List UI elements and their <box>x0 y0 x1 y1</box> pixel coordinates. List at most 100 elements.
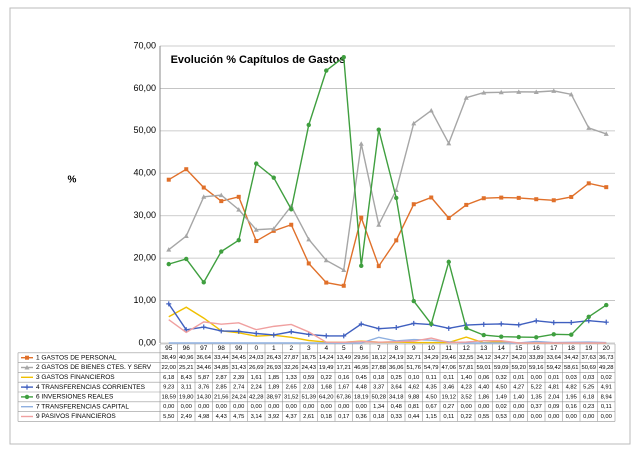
table-cell: 27,87 <box>284 355 299 361</box>
point <box>446 325 452 331</box>
table-cell: 0,11 <box>443 375 454 381</box>
table-cell: 8,94 <box>601 394 613 400</box>
table-cell: 24,24 <box>231 394 246 400</box>
table-cell: 59,16 <box>529 365 544 371</box>
table-cell: 6,18 <box>163 375 174 381</box>
table-cell: 5,22 <box>531 385 542 391</box>
table-cell: 0,00 <box>478 404 489 410</box>
table-cell: 0,00 <box>268 404 279 410</box>
table-cell: 1,33 <box>286 375 297 381</box>
y-tick-label: 10,00 <box>133 295 156 305</box>
point <box>271 228 276 233</box>
table-cell: 1,68 <box>321 385 332 391</box>
y-tick-label: 60,00 <box>133 83 156 93</box>
x-tick-label: 9 <box>412 345 416 352</box>
table-cell: 3,76 <box>198 385 209 391</box>
table-cell: 9,88 <box>408 394 419 400</box>
point <box>551 198 556 203</box>
table-cell: 0,00 <box>233 404 244 410</box>
point <box>341 267 347 272</box>
table-cell: 0,11 <box>601 404 612 410</box>
point <box>219 199 224 204</box>
table-cell: 8,43 <box>181 375 192 381</box>
point <box>464 202 469 207</box>
legend-label: 4 TRANSFERENCIAS CORRIENTES <box>36 384 146 391</box>
table-cell: 2,65 <box>286 385 297 391</box>
point <box>219 249 224 254</box>
table-cell: 5,25 <box>583 385 594 391</box>
table-cell: 4,62 <box>408 385 419 391</box>
x-tick-label: 17 <box>550 345 558 352</box>
table-cell: 49,28 <box>599 365 614 371</box>
table-cell: 34,18 <box>389 394 404 400</box>
table-cell: 26,43 <box>266 355 281 361</box>
table-cell: 0,00 <box>566 414 577 420</box>
table-cell: 0,03 <box>583 375 594 381</box>
table-cell: 0,27 <box>443 404 454 410</box>
point <box>446 216 451 221</box>
table-cell: 0,00 <box>513 414 524 420</box>
table-cell: 4,98 <box>198 414 209 420</box>
point <box>183 327 189 333</box>
table-cell: 40,96 <box>179 355 194 361</box>
point <box>429 321 434 327</box>
point <box>218 192 224 198</box>
table-cell: 27,88 <box>371 365 386 371</box>
table-cell: 18,19 <box>354 394 369 400</box>
x-tick-label: 2 <box>289 345 293 352</box>
table-cell: 36,73 <box>599 355 614 361</box>
table-cell: 0,23 <box>583 404 594 410</box>
table-cell: 0,00 <box>216 404 227 410</box>
x-tick-label: 16 <box>533 345 541 352</box>
table-cell: 32,26 <box>284 365 299 371</box>
table-cell: 0,11 <box>443 414 454 420</box>
table-cell: 33,64 <box>546 355 561 361</box>
point <box>166 247 172 252</box>
x-tick-label: 10 <box>428 345 436 352</box>
table-cell: 0,00 <box>163 404 174 410</box>
point <box>603 319 609 325</box>
point <box>306 122 311 128</box>
x-tick-label: 4 <box>324 345 328 352</box>
point <box>166 261 171 267</box>
y-tick-label: 70,00 <box>133 40 156 50</box>
point <box>586 318 592 324</box>
x-tick-label: 97 <box>200 345 208 352</box>
table-cell: 51,39 <box>301 394 316 400</box>
series-line <box>168 55 607 338</box>
point <box>323 333 329 339</box>
x-tick-label: 20 <box>603 345 611 352</box>
point <box>498 89 504 95</box>
table-cell: 31,52 <box>284 394 299 400</box>
point <box>603 131 609 136</box>
table-cell: 59,42 <box>546 365 561 371</box>
table-cell: 32,71 <box>406 355 421 361</box>
legend-marker <box>25 355 29 360</box>
table-cell: 0,01 <box>513 375 524 381</box>
table-cell: 57,81 <box>459 365 474 371</box>
point <box>516 322 522 328</box>
table-cell: 29,46 <box>441 355 456 361</box>
point <box>533 318 539 324</box>
point <box>428 108 434 113</box>
point <box>551 320 557 326</box>
point <box>569 194 574 199</box>
table-cell: 2,03 <box>303 385 314 391</box>
legend-label: 7 TRANSFERENCIAS CAPITAL <box>36 403 129 410</box>
point <box>166 301 172 307</box>
point <box>306 261 311 266</box>
point <box>201 324 207 330</box>
x-tick-label: 99 <box>235 345 243 352</box>
point <box>498 321 504 327</box>
point <box>376 222 382 227</box>
table-cell: 54,79 <box>424 365 439 371</box>
table-cell: 0,00 <box>531 375 542 381</box>
table-cell: 19,80 <box>179 394 194 400</box>
table-cell: 0,16 <box>338 375 349 381</box>
point <box>463 95 469 100</box>
table-cell: 19,49 <box>319 365 334 371</box>
table-cell: 51,76 <box>406 365 421 371</box>
table-cell: 4,50 <box>426 394 437 400</box>
point <box>183 233 189 239</box>
point <box>516 89 522 94</box>
